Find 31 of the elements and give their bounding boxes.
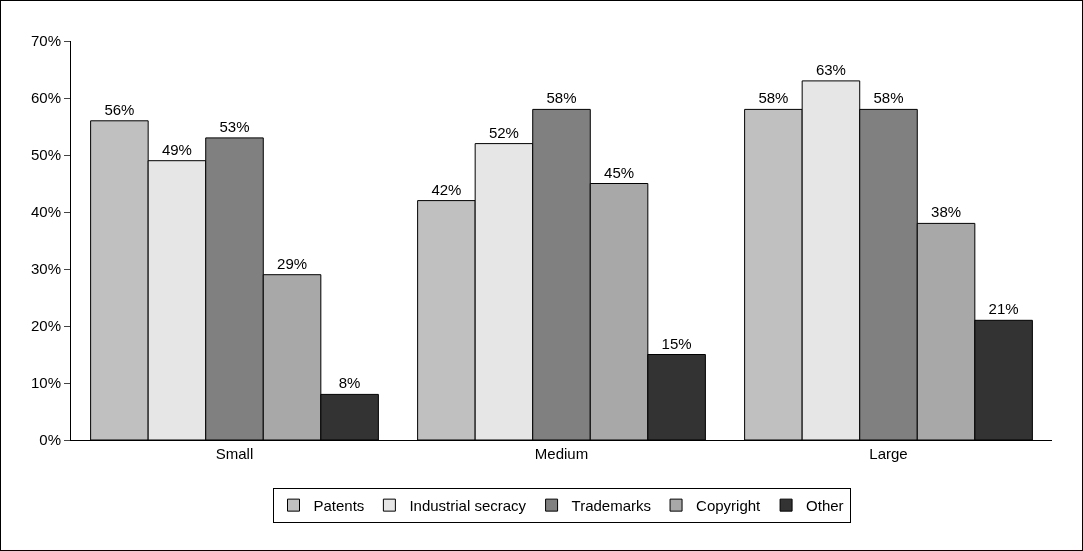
- y-tick-label: 30%: [30, 260, 61, 278]
- y-tick-label: 70%: [30, 32, 61, 50]
- data-label: 58%: [758, 89, 789, 107]
- legend-label: Other: [806, 496, 844, 514]
- y-tick-label: 50%: [30, 146, 61, 164]
- y-tick-label: 60%: [30, 89, 61, 107]
- y-tick-label: 10%: [30, 374, 61, 392]
- data-label: 58%: [546, 89, 577, 107]
- data-label: 45%: [604, 163, 635, 181]
- data-label: 58%: [873, 89, 904, 107]
- data-label: 63%: [815, 60, 846, 78]
- data-label: 21%: [988, 300, 1019, 318]
- x-tick-label: Medium: [534, 445, 589, 462]
- y-tick-label: 20%: [30, 317, 61, 335]
- data-label: 49%: [161, 140, 192, 158]
- legend-label: Copyright: [696, 496, 762, 514]
- x-tick-label: Small: [215, 445, 254, 462]
- x-tick-label: Large: [869, 445, 908, 462]
- legend-label: Trademarks: [571, 496, 652, 514]
- legend-label: Patents: [313, 496, 365, 514]
- legend-label: Industrial secracy: [409, 496, 527, 514]
- y-tick-label: 0%: [39, 431, 61, 449]
- data-label: 56%: [104, 100, 135, 118]
- data-label: 15%: [661, 334, 692, 352]
- data-label: 52%: [488, 123, 519, 141]
- data-label: 8%: [338, 374, 361, 392]
- data-label: 42%: [431, 180, 462, 198]
- data-label: 53%: [219, 117, 250, 135]
- data-label: 29%: [277, 254, 308, 272]
- y-tick-label: 40%: [30, 203, 61, 221]
- data-label: 38%: [931, 203, 962, 221]
